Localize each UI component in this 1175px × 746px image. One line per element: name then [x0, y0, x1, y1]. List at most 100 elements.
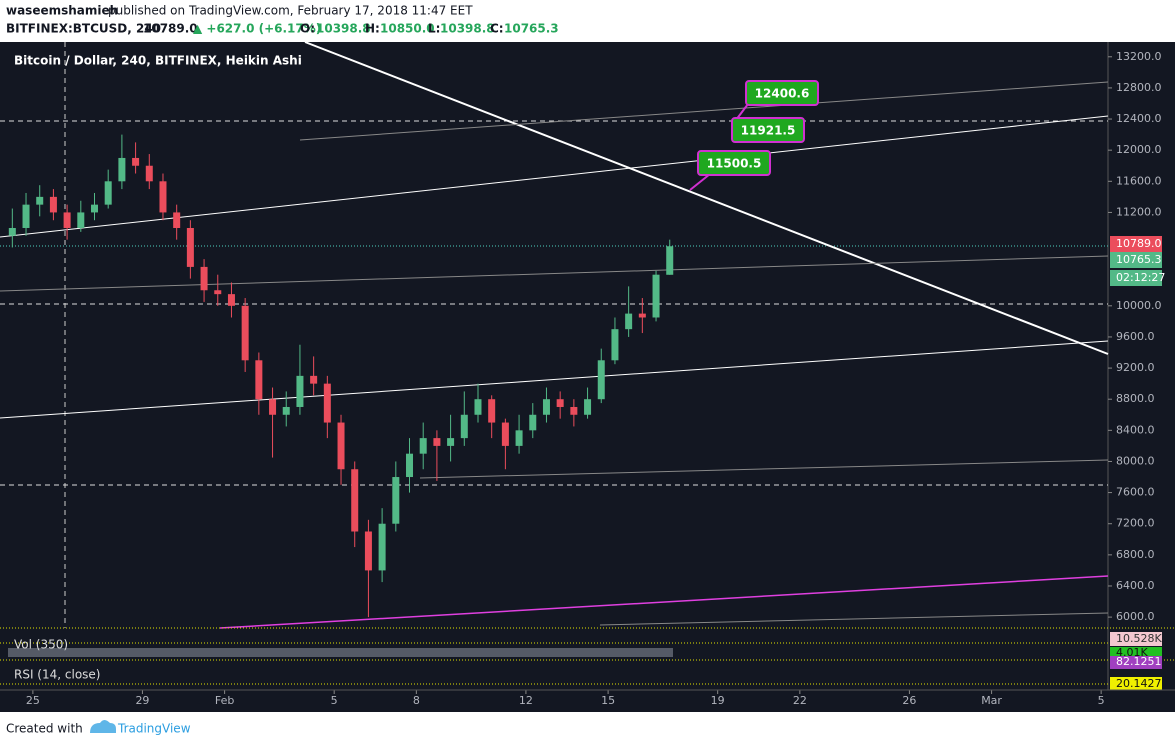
annotation: 12400.6	[755, 87, 810, 101]
c: 10765.3	[504, 22, 559, 36]
candle-body	[666, 246, 674, 275]
x-tick-label: 19	[711, 694, 725, 707]
candle-body	[63, 212, 71, 228]
footer-brand[interactable]: TradingView	[117, 722, 191, 736]
grid: 6000.0 6400.0 6800.0 7200.0 7600.0 8000.0 8400…	[26, 50, 1162, 707]
candle-body	[186, 227, 194, 267]
candle-body	[36, 196, 44, 205]
candle-body	[8, 227, 16, 236]
candle-body	[118, 157, 126, 182]
candle-body	[501, 422, 509, 446]
l-label: L:	[428, 22, 440, 36]
x-tick-label: Feb	[215, 694, 234, 707]
y-tick-label: 12400.0	[1116, 112, 1162, 125]
annotations: 12400.6 11921.5 11500.5	[689, 80, 819, 191]
price-tags: 10789.0 10765.3 02:12:27	[1110, 236, 1165, 286]
annotation: 11921.5	[741, 124, 796, 138]
volume-pane: Vol (350) 10.528K 4.01K	[0, 627, 1175, 659]
candle-body	[447, 438, 455, 446]
symbol: BITFINEX:BTCUSD, 240	[6, 22, 161, 36]
y-tick-label: 8000.0	[1116, 454, 1155, 467]
x-tick-label: 12	[519, 694, 533, 707]
trend-line	[304, 41, 1109, 355]
candle-body	[104, 181, 112, 205]
annotation-box	[697, 150, 771, 176]
candle-body	[351, 469, 359, 532]
candle-body	[611, 329, 619, 361]
countdown: 02:12:27	[1116, 271, 1165, 284]
pane-title: Vol (350)	[14, 638, 68, 652]
pane-tag: 10.528K	[1116, 632, 1162, 645]
chart-title: Bitcoin / Dollar, 240, BITFINEX, Heikin …	[14, 54, 302, 68]
o-label: O:	[300, 22, 315, 36]
rsi-pane: RSI (14, close) 82.1251 20.1427	[0, 655, 1175, 690]
y-tick-label: 11200.0	[1116, 205, 1162, 218]
candle-body	[638, 313, 646, 318]
y-tick-label: 11600.0	[1116, 174, 1162, 187]
candle-body	[392, 477, 400, 524]
candle-body	[255, 360, 263, 400]
pane-tag: 82.1251	[1116, 655, 1162, 668]
x-tick-label: 8	[413, 694, 420, 707]
pane-title: RSI (14, close)	[14, 668, 100, 682]
footer-bg	[0, 712, 1175, 746]
annotation-box	[745, 80, 819, 106]
candle-body	[625, 313, 633, 330]
candle-body	[241, 305, 249, 361]
x-tick-label: 26	[902, 694, 916, 707]
pane-tag: 20.1427	[1116, 677, 1162, 690]
tag-bg	[1110, 632, 1162, 646]
tag-bg	[1110, 252, 1162, 268]
tag-bg	[1110, 677, 1162, 690]
candle-body	[597, 360, 605, 400]
candle-body	[49, 196, 57, 213]
channel-line	[599, 612, 1109, 626]
volume-band	[8, 648, 673, 657]
y-tick-label: 12800.0	[1116, 81, 1162, 94]
channel-line	[0, 340, 1109, 419]
candle-body	[652, 274, 660, 318]
drawings	[0, 41, 1109, 629]
candle-body	[433, 438, 441, 446]
channel-line	[419, 459, 1109, 479]
x-tick-label: 29	[135, 694, 149, 707]
candle-body	[282, 406, 290, 415]
annotation: 11500.5	[707, 157, 762, 171]
candle-body	[323, 383, 331, 423]
annotation-box	[731, 117, 805, 143]
candle-body	[296, 375, 304, 407]
channel-line	[0, 255, 1109, 292]
y-tick-label: 6400.0	[1116, 579, 1155, 592]
y-tick-label: 9600.0	[1116, 330, 1155, 343]
logo	[90, 720, 116, 733]
candle-body	[200, 266, 208, 291]
candle-body	[269, 399, 277, 415]
candle-body	[542, 399, 550, 415]
price-tag: 10765.3	[1116, 253, 1162, 266]
y-tick-label: 7600.0	[1116, 486, 1155, 499]
tag-bg	[1110, 656, 1162, 669]
candle-body	[406, 453, 414, 478]
y-tick-label: 10000.0	[1116, 299, 1162, 312]
channel-line	[299, 81, 1109, 141]
author[interactable]: waseemshamieh	[6, 4, 118, 18]
support-line	[219, 575, 1109, 629]
candle-body	[378, 523, 386, 571]
x-tick-label: 5	[331, 694, 338, 707]
y-tick-label: 9200.0	[1116, 361, 1155, 374]
y-tick-label: 8400.0	[1116, 423, 1155, 436]
l: 10398.8	[440, 22, 495, 36]
y-tick-label: 6800.0	[1116, 548, 1155, 561]
candle-body	[214, 290, 222, 295]
candle-body	[529, 414, 537, 431]
x-tick-label: 25	[26, 694, 40, 707]
candle-body	[159, 181, 167, 213]
x-tick-label: 22	[793, 694, 807, 707]
y-tick-label: 12000.0	[1116, 143, 1162, 156]
channel-line	[0, 115, 1109, 238]
published: published on TradingView.com, February 1…	[108, 4, 473, 18]
h-label: H:	[365, 22, 380, 36]
y-tick-label: 6000.0	[1116, 610, 1155, 623]
candle-body	[77, 212, 85, 228]
